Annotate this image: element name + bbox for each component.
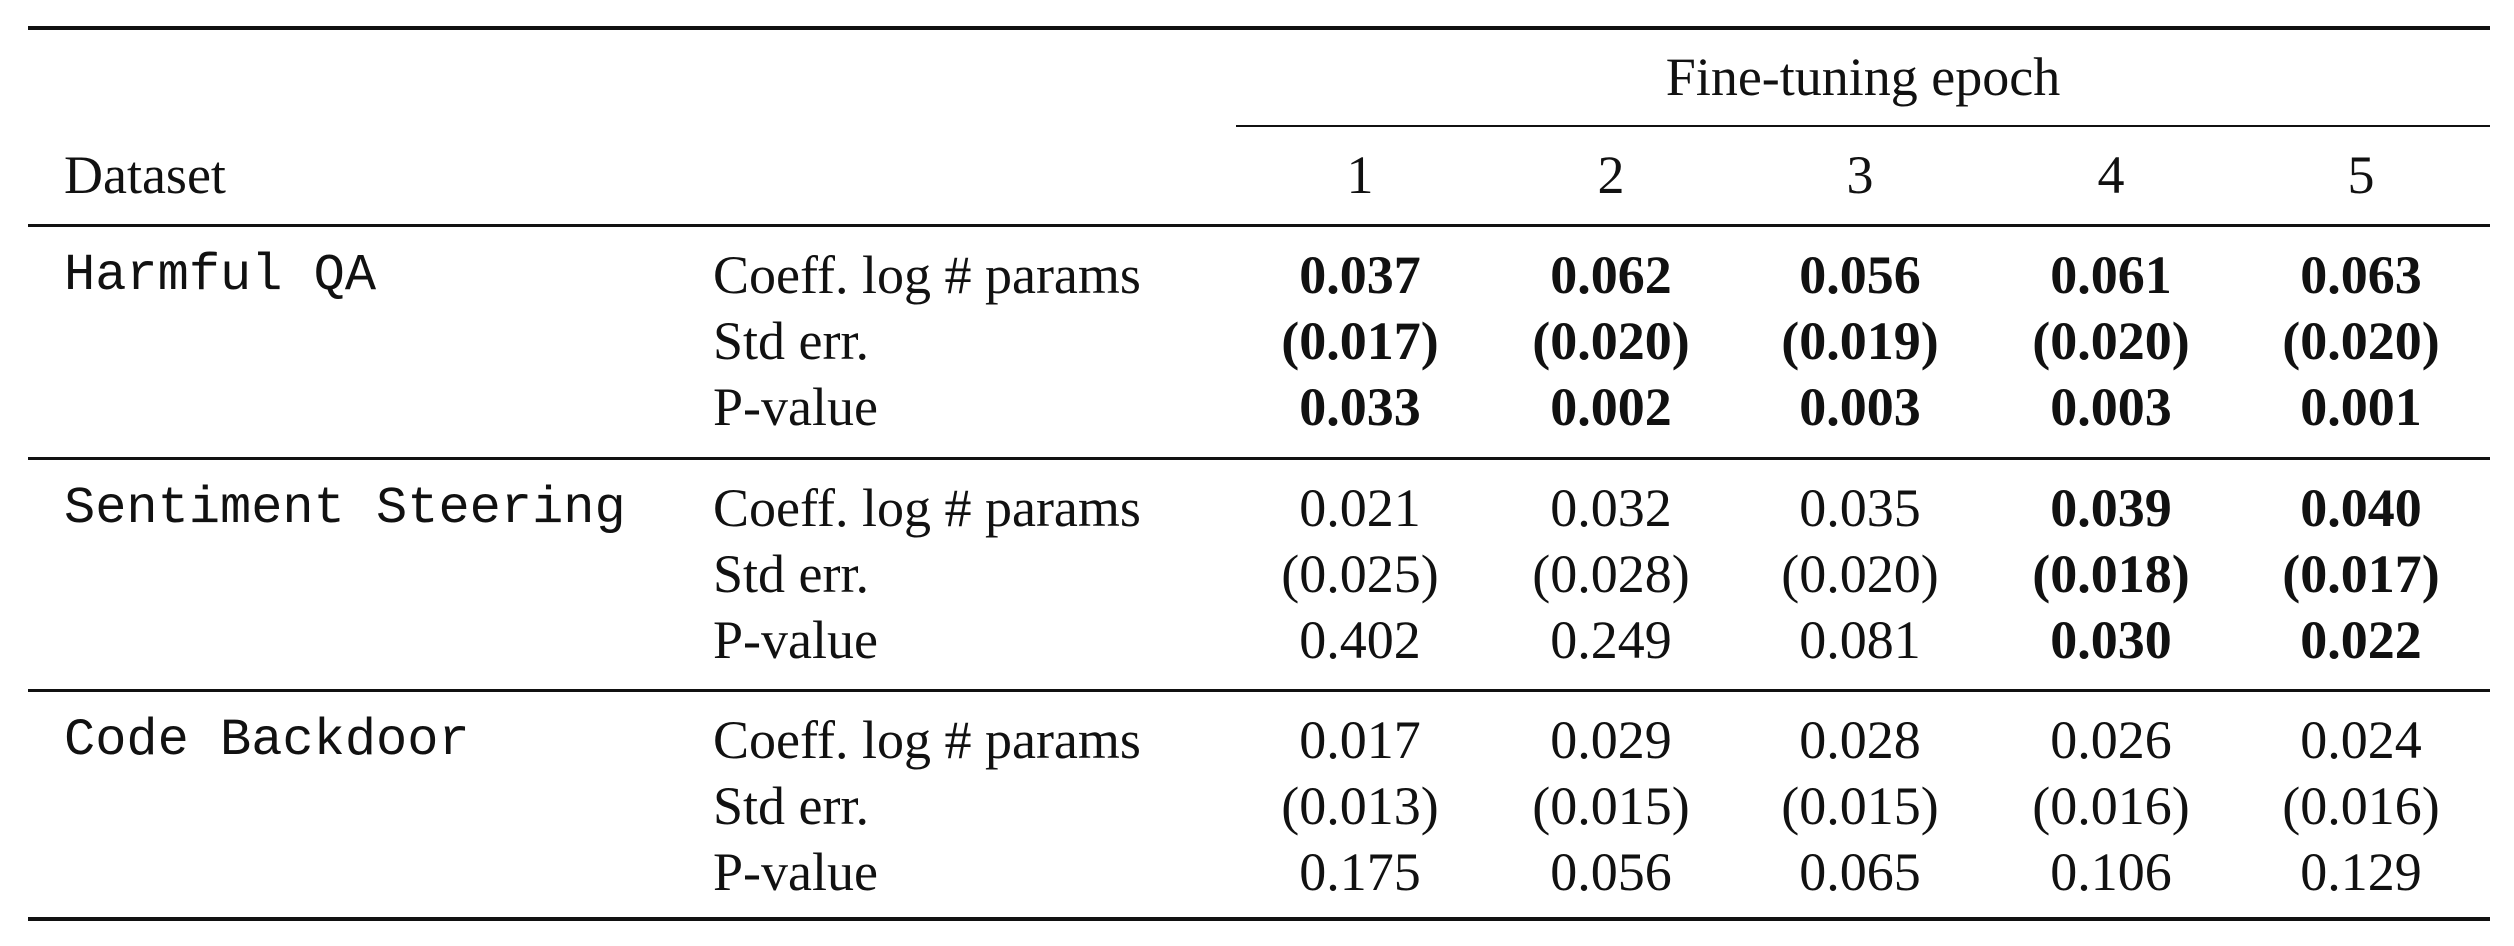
header-rule (28, 224, 2490, 227)
table-cell: (0.015) (1532, 776, 1690, 836)
metric-label: Std err. (713, 776, 869, 836)
table-cell: 0.065 (1799, 842, 1921, 902)
table-cell: 0.402 (1299, 610, 1421, 670)
table-cell: 0.021 (1299, 478, 1421, 538)
epoch-header-5: 5 (2347, 145, 2375, 205)
table-cell: (0.013) (1281, 776, 1439, 836)
table-cell: 0.017 (1299, 710, 1421, 770)
table-cell: 0.062 (1550, 245, 1672, 305)
table-cell: (0.017) (1281, 311, 1439, 371)
table-cell: 0.024 (2300, 710, 2422, 770)
table-cell: 0.032 (1550, 478, 1672, 538)
metric-label: P-value (713, 842, 878, 902)
table-cell: 0.129 (2300, 842, 2422, 902)
metric-label: Coeff. log # params (713, 245, 1141, 305)
table-cell: 0.002 (1550, 377, 1672, 437)
table-cell: 0.063 (2300, 245, 2422, 305)
table-cell: 0.056 (1550, 842, 1672, 902)
table-cell: (0.015) (1781, 776, 1939, 836)
dataset-header: Dataset (64, 145, 226, 205)
table-cell: 0.035 (1799, 478, 1921, 538)
section-rule-1 (28, 457, 2490, 460)
table-cell: (0.016) (2032, 776, 2190, 836)
table-cell: 0.026 (2050, 710, 2172, 770)
dataset-name: Sentiment Steering (64, 479, 626, 538)
table-cell: 0.175 (1299, 842, 1421, 902)
table-cell: 0.061 (2050, 245, 2172, 305)
bottom-rule (28, 917, 2490, 921)
table-cell: 0.249 (1550, 610, 1672, 670)
epoch-header-2: 2 (1597, 145, 1625, 205)
table-cell: (0.020) (1532, 311, 1690, 371)
metric-label: P-value (713, 377, 878, 437)
table-cell: 0.030 (2050, 610, 2172, 670)
table-cell: (0.020) (1781, 544, 1939, 604)
table-cell: 0.028 (1799, 710, 1921, 770)
table-cell: (0.016) (2282, 776, 2440, 836)
table-cell: 0.081 (1799, 610, 1921, 670)
epoch-group-label: Fine-tuning epoch (1665, 47, 2061, 107)
table-cell: 0.039 (2050, 478, 2172, 538)
table-cell: 0.029 (1550, 710, 1672, 770)
section-rule-2 (28, 689, 2490, 692)
top-rule (28, 26, 2490, 30)
table-cell: (0.019) (1781, 311, 1939, 371)
table-cell: (0.020) (2032, 311, 2190, 371)
metric-label: P-value (713, 610, 878, 670)
dataset-name: Harmful QA (64, 246, 377, 305)
table-cell: (0.018) (2032, 544, 2190, 604)
table-cell: 0.040 (2300, 478, 2422, 538)
metric-label: Std err. (713, 544, 869, 604)
table-cell: 0.003 (1799, 377, 1921, 437)
table-cell: (0.028) (1532, 544, 1690, 604)
table-cell: (0.025) (1281, 544, 1439, 604)
epoch-header-1: 1 (1346, 145, 1374, 205)
table-cell: (0.017) (2282, 544, 2440, 604)
table-cell: 0.001 (2300, 377, 2422, 437)
table-cell: 0.033 (1299, 377, 1421, 437)
metric-label: Coeff. log # params (713, 710, 1141, 770)
metric-label: Std err. (713, 311, 869, 371)
table-cell: 0.022 (2300, 610, 2422, 670)
metric-label: Coeff. log # params (713, 478, 1141, 538)
table-cell: 0.037 (1299, 245, 1421, 305)
table-cell: (0.020) (2282, 311, 2440, 371)
table-cell: 0.106 (2050, 842, 2172, 902)
epoch-header-4: 4 (2097, 145, 2125, 205)
table-cell: 0.056 (1799, 245, 1921, 305)
dataset-name: Code Backdoor (64, 711, 470, 770)
group-underline (1236, 125, 2490, 127)
table-cell: 0.003 (2050, 377, 2172, 437)
epoch-header-3: 3 (1846, 145, 1874, 205)
